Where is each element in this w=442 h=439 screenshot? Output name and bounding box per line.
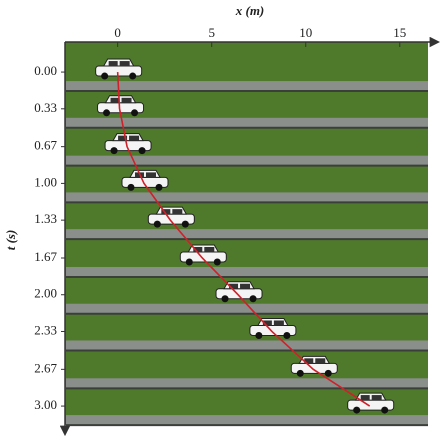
car [347,392,395,414]
y-tick-label: 0.33 [34,100,57,115]
car-window [119,61,130,67]
road [66,229,428,240]
y-axis-label: t (s) [3,230,18,251]
car-wheel [283,331,291,339]
x-tick-label: 0 [114,25,121,40]
car-wheel [110,147,118,155]
car-wheel [185,258,193,266]
car-wheel [221,295,229,303]
y-tick-label: 2.67 [34,360,57,375]
x-tick-label: 15 [393,25,406,40]
car-window [240,283,251,289]
road [66,117,428,128]
road [66,415,428,426]
car-window [108,61,118,67]
car-wheel [103,109,111,117]
car-wheel [181,220,189,228]
car-wheel [138,147,146,155]
car-wheel [296,369,304,377]
y-tick-label: 2.33 [34,322,57,337]
car-window [360,395,370,401]
y-tick-label: 1.33 [34,211,57,226]
car-window [161,209,171,215]
car [95,58,143,80]
x-tick-label: 5 [208,25,215,40]
car-window [304,358,314,364]
car [121,169,169,191]
car-wheel [101,72,109,80]
car-window [129,135,140,141]
y-tick-label: 0.67 [34,138,57,153]
x-tick-label: 10 [299,25,312,40]
car-wheel [381,406,389,414]
y-tick-label: 3.00 [34,397,57,412]
car-wheel [153,220,161,228]
road [66,81,428,92]
car [290,355,338,377]
car-window [204,246,215,252]
road [66,378,428,389]
car-window [273,320,284,326]
road [66,266,428,277]
car-wheel [131,109,139,117]
car-window [315,358,326,364]
road [66,340,428,351]
car-wheel [155,183,163,191]
y-tick-label: 0.00 [34,63,57,78]
car-window [262,320,272,326]
car-window [229,283,239,289]
car-wheel [255,331,263,339]
car-window [121,97,132,103]
car-window [118,135,128,141]
car-wheel [213,258,221,266]
car-wheel [249,295,257,303]
y-tick-label: 1.67 [34,249,57,264]
car-wheel [324,369,332,377]
y-tick-label: 2.00 [34,286,57,301]
car [104,133,152,155]
trajectory [116,72,371,407]
car-window [371,395,382,401]
road-stripes [66,81,428,427]
road [66,303,428,314]
car-window [145,172,156,178]
car-window [110,97,120,103]
car-wheel [127,183,135,191]
car-window [193,246,203,252]
road [66,192,428,203]
marks [95,58,395,414]
road [66,155,428,166]
car-wheel [353,406,361,414]
car-window [172,209,183,215]
car-wheel [129,72,137,80]
x-axis-label: x (m) [235,3,265,18]
y-tick-label: 1.00 [34,174,57,189]
